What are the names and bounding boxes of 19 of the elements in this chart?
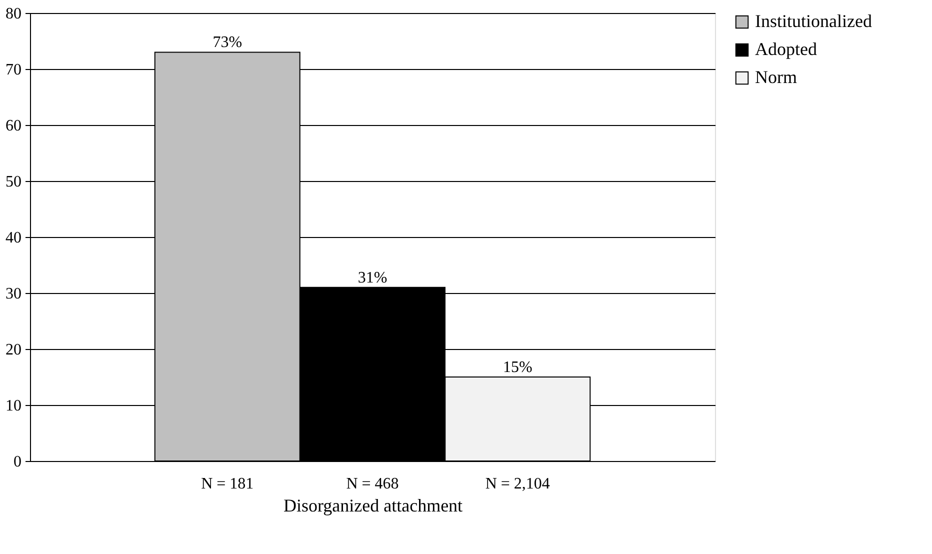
legend-label: Norm (755, 67, 797, 87)
y-tick-label: 10 (6, 398, 22, 414)
y-tick-label: 20 (6, 342, 22, 358)
y-tick-label: 70 (6, 62, 22, 78)
data-label: 31% (358, 269, 388, 286)
y-tick-label: 0 (14, 454, 22, 470)
legend-label: Institutionalized (755, 11, 872, 31)
y-tick-label: 40 (6, 230, 22, 246)
y-tick-label: 80 (6, 6, 22, 22)
y-tick-label: 60 (6, 118, 22, 134)
data-label: 73% (212, 34, 242, 52)
y-tick-label: 30 (6, 286, 22, 302)
x-axis-title: Disorganized attachment (283, 496, 463, 516)
data-label: 15% (502, 359, 532, 376)
y-tick-label: 50 (6, 174, 22, 190)
x-tick-label: N = 181 (201, 476, 254, 492)
x-tick-label: N = 468 (346, 476, 399, 492)
legend-label: Adopted (755, 39, 817, 59)
x-tick-label: N = 2,104 (485, 476, 550, 492)
